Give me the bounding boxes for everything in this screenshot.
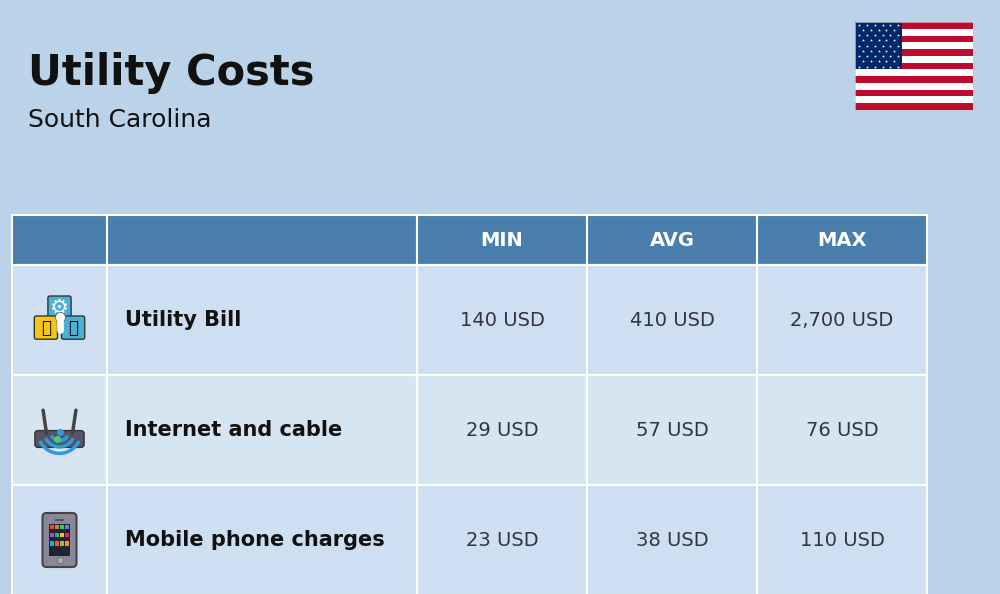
Bar xyxy=(587,265,757,375)
Text: 29 USD: 29 USD xyxy=(466,421,538,440)
FancyBboxPatch shape xyxy=(34,316,58,339)
Text: AVG: AVG xyxy=(650,230,694,249)
Bar xyxy=(757,215,927,265)
Bar xyxy=(855,22,902,69)
Bar xyxy=(757,485,927,594)
Text: 76 USD: 76 USD xyxy=(806,421,878,440)
Bar xyxy=(757,375,927,485)
Bar xyxy=(12,375,107,485)
FancyBboxPatch shape xyxy=(35,431,84,447)
Bar xyxy=(55,541,59,546)
Bar xyxy=(50,533,54,538)
Bar xyxy=(855,36,973,42)
Text: South Carolina: South Carolina xyxy=(28,108,212,132)
Text: Mobile phone charges: Mobile phone charges xyxy=(125,530,385,550)
Bar xyxy=(65,525,69,529)
Bar xyxy=(417,375,587,485)
Bar xyxy=(855,49,973,56)
Bar xyxy=(855,76,973,83)
Bar xyxy=(50,525,54,529)
Text: 💧: 💧 xyxy=(68,318,78,337)
Bar xyxy=(60,541,64,546)
Text: MIN: MIN xyxy=(481,230,523,249)
Text: 23 USD: 23 USD xyxy=(466,530,538,549)
Text: 410 USD: 410 USD xyxy=(630,311,714,330)
Bar xyxy=(60,533,64,538)
Bar xyxy=(65,533,69,538)
FancyBboxPatch shape xyxy=(48,296,71,319)
Bar xyxy=(587,485,757,594)
Text: 38 USD: 38 USD xyxy=(636,530,708,549)
Bar xyxy=(107,375,417,485)
Bar xyxy=(65,541,69,546)
Bar xyxy=(417,485,587,594)
Text: 57 USD: 57 USD xyxy=(636,421,708,440)
Bar xyxy=(587,375,757,485)
FancyBboxPatch shape xyxy=(62,316,85,339)
Bar xyxy=(55,533,59,538)
Text: Internet and cable: Internet and cable xyxy=(125,420,342,440)
Bar xyxy=(55,525,59,529)
FancyBboxPatch shape xyxy=(42,513,76,567)
Bar xyxy=(855,96,973,103)
Bar xyxy=(50,541,54,546)
Bar xyxy=(12,215,107,265)
Bar xyxy=(855,42,973,49)
Text: 2,700 USD: 2,700 USD xyxy=(790,311,894,330)
Text: 110 USD: 110 USD xyxy=(800,530,884,549)
Bar xyxy=(855,90,973,96)
Bar xyxy=(855,56,973,62)
Bar xyxy=(107,485,417,594)
Bar xyxy=(60,525,64,529)
Text: Utility Bill: Utility Bill xyxy=(125,310,241,330)
Bar xyxy=(855,69,973,76)
Bar xyxy=(855,29,973,36)
Bar xyxy=(417,215,587,265)
Text: MAX: MAX xyxy=(817,230,867,249)
Bar xyxy=(855,22,973,110)
Bar xyxy=(12,485,107,594)
Bar xyxy=(12,265,107,375)
Bar xyxy=(855,83,973,90)
Bar xyxy=(417,265,587,375)
Text: 🔌: 🔌 xyxy=(41,318,51,337)
Bar xyxy=(855,22,973,29)
Bar xyxy=(855,103,973,110)
Bar xyxy=(587,215,757,265)
Bar xyxy=(855,62,973,69)
Bar xyxy=(107,265,417,375)
Text: 140 USD: 140 USD xyxy=(460,311,544,330)
Bar xyxy=(757,265,927,375)
Bar xyxy=(107,215,417,265)
Text: Utility Costs: Utility Costs xyxy=(28,52,314,94)
Text: ⚙: ⚙ xyxy=(50,298,69,318)
Bar xyxy=(49,524,70,556)
